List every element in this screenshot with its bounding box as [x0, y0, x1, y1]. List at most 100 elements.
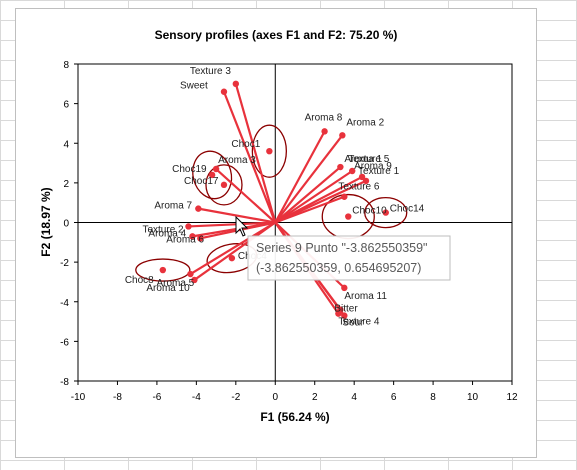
variable-point[interactable] [341, 284, 348, 292]
x-tick-label: 6 [391, 392, 397, 403]
x-tick-label: -6 [152, 392, 161, 403]
tooltip-line-2: (-3.862550359, 0.654695207) [256, 261, 421, 275]
observation-point[interactable] [382, 209, 389, 216]
variable-point[interactable] [341, 193, 348, 200]
variable-label: Bitter [334, 304, 358, 315]
variable-label: Aroma 7 [154, 201, 192, 212]
variable-label: Aroma 6 [166, 234, 204, 245]
chart-area[interactable] [15, 8, 537, 458]
variable-point[interactable] [191, 276, 198, 284]
observation-label: Choc10 [352, 206, 387, 217]
mouse-cursor-icon [235, 215, 249, 237]
variable-point[interactable] [212, 165, 220, 173]
x-tick-label: 10 [467, 392, 479, 403]
y-tick-label: 0 [63, 219, 69, 230]
x-tick-label: -8 [113, 392, 122, 403]
variable-label: Aroma 8 [305, 112, 343, 123]
variable-point[interactable] [341, 312, 348, 319]
observation-label: Choc8 [125, 275, 154, 286]
observation-point[interactable] [266, 147, 273, 155]
x-tick-label: 0 [272, 392, 278, 403]
variable-vector-line [188, 221, 276, 228]
y-tick-label: 4 [63, 139, 69, 150]
variable-point[interactable] [232, 80, 240, 88]
y-tick-label: 2 [63, 179, 69, 190]
variable-label: Aroma 9 [354, 161, 392, 172]
variable-label: Texture 3 [190, 66, 232, 77]
tooltip-line-1: Series 9 Punto "-3.862550359" [256, 241, 428, 255]
variable-point[interactable] [189, 233, 196, 240]
observation-label: Choc19 [172, 164, 207, 175]
variable-label: Texture 6 [338, 182, 380, 193]
observation-point[interactable] [228, 254, 236, 262]
x-tick-label: 8 [430, 392, 436, 403]
variable-label: Texture 4 [338, 317, 380, 328]
variable-label: Aroma 11 [344, 291, 387, 302]
y-tick-label: 8 [63, 60, 69, 71]
variable-vector-line [222, 91, 277, 223]
variable-vector-line [234, 83, 277, 223]
confidence-ellipse [251, 124, 288, 178]
data-point-tooltip: Series 9 Punto "-3.862550359" (-3.862550… [247, 235, 451, 281]
x-tick-label: -4 [192, 392, 201, 403]
x-tick-label: 2 [312, 392, 318, 403]
observation-point[interactable] [159, 266, 167, 274]
observation-label: Choc14 [390, 204, 425, 215]
variable-vector-line [274, 130, 326, 224]
observation-point[interactable] [208, 171, 216, 179]
variable-label: Texture 2 [142, 224, 184, 235]
variable-label: Aroma 5 [156, 278, 194, 289]
variable-point[interactable] [185, 223, 192, 230]
variable-point[interactable] [321, 128, 328, 135]
variable-vector-line [274, 166, 342, 224]
variable-label: Aroma 10 [146, 283, 190, 294]
variable-point[interactable] [195, 205, 202, 212]
confidence-ellipse [205, 164, 243, 206]
observation-label: Choc17 [184, 176, 219, 187]
y-tick-label: -2 [60, 258, 69, 269]
variable-label: Aroma 1 [344, 154, 382, 165]
variable-point[interactable] [339, 132, 346, 139]
y-tick-label: 6 [63, 100, 69, 111]
variable-vector-line [274, 134, 344, 224]
confidence-ellipse [192, 150, 233, 200]
variable-label: Aroma 2 [346, 117, 384, 128]
variable-vector-line [198, 207, 276, 224]
x-tick-label: 4 [351, 392, 357, 403]
variable-label: Texture 1 [358, 166, 400, 177]
x-axis-title: F1 (56.24 %) [260, 410, 329, 424]
confidence-ellipse [364, 196, 408, 229]
variable-point[interactable] [220, 88, 228, 95]
tooltip-box [247, 235, 451, 281]
observation-point[interactable] [220, 181, 228, 189]
variable-vector-line [274, 170, 353, 224]
variable-label: Aroma 3 [218, 155, 256, 166]
x-tick-label: -10 [71, 392, 86, 403]
variable-point[interactable] [335, 310, 342, 317]
variable-vector-line [274, 179, 367, 224]
variable-vector-line [193, 221, 276, 281]
observation-label: Choc1 [231, 139, 260, 150]
chart-title: Sensory profiles (axes F1 and F2: 75.20 … [155, 28, 398, 42]
x-tick-label: 12 [506, 392, 518, 403]
variable-vector-line [215, 168, 277, 224]
variable-point[interactable] [197, 235, 204, 242]
variable-label: Texture 5 [348, 154, 390, 165]
variable-label: Sweet [180, 81, 208, 92]
variable-point[interactable] [362, 177, 370, 185]
variable-point[interactable] [337, 163, 344, 171]
x-tick-label: -2 [231, 392, 240, 403]
variable-label: Aroma 4 [148, 228, 186, 239]
variable-vector-line [274, 195, 345, 224]
confidence-ellipse [135, 258, 191, 282]
variable-point[interactable] [358, 173, 366, 181]
y-axis-title: F2 (18.97 %) [39, 187, 53, 256]
variable-label: Sour [342, 318, 364, 329]
y-tick-label: -4 [60, 298, 69, 309]
variable-point[interactable] [349, 167, 356, 175]
y-tick-label: -6 [60, 337, 69, 348]
variable-vector-line [189, 221, 276, 275]
observation-point[interactable] [345, 213, 352, 220]
variable-point[interactable] [187, 270, 194, 278]
